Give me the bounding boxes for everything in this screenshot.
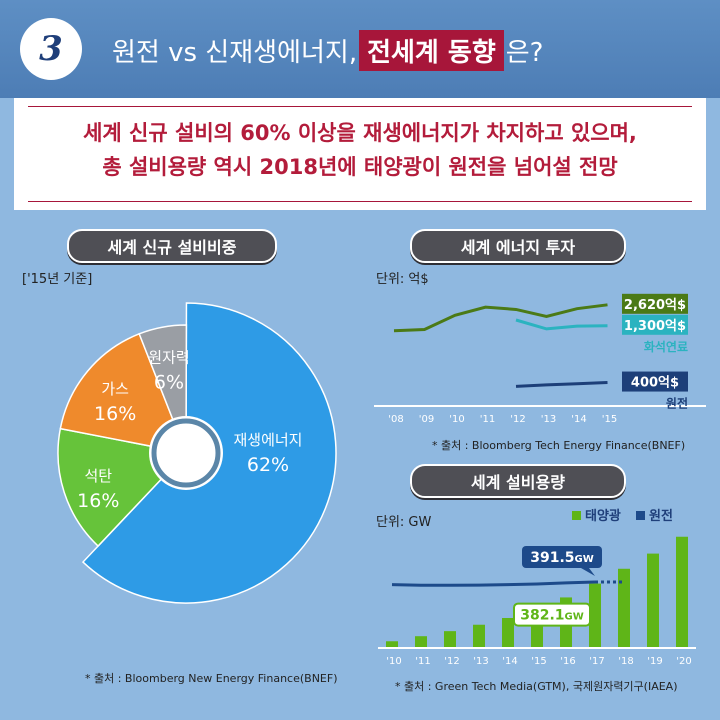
pie-value-nuclear: 6% bbox=[154, 371, 184, 393]
subtitle-line-2: 총 설비용량 역시 2018년에 태양광이 원전을 넘어설 전망 bbox=[102, 155, 618, 179]
pie-label-gas: 가스 bbox=[101, 380, 129, 398]
investment-x-tick: '13 bbox=[541, 414, 556, 425]
annotation-solar-label: 382.1GW bbox=[520, 608, 584, 624]
investment-end-value-nuclear: 400억$ bbox=[631, 376, 679, 391]
legend-nuclear-label: 원전 bbox=[649, 508, 673, 524]
investment-line-fossil bbox=[515, 318, 608, 331]
capacity-bar-solar bbox=[647, 553, 659, 648]
pie-chart: 재생에너지 62% 석탄 16% 가스 16% 원자력 6% bbox=[57, 302, 337, 604]
capacity-x-tick: '10 bbox=[386, 656, 401, 667]
investment-x-tick: '14 bbox=[571, 414, 586, 425]
investment-series-name-nuclear: 원전 bbox=[666, 396, 688, 411]
subtitle-box: 세계 신규 설비의 60% 이상을 재생에너지가 차지하고 있으며, 총 설비용… bbox=[14, 98, 706, 210]
pie-source: * 출처 : Bloomberg New Energy Finance(BNEF… bbox=[85, 672, 338, 685]
capacity-chart: 태양광 원전 '10'11'12'13'14'15'16'17'18'19'20 … bbox=[378, 508, 696, 667]
investment-source: * 출처 : Bloomberg Tech Energy Finance(BNE… bbox=[432, 439, 686, 452]
investment-x-tick: '15 bbox=[602, 414, 617, 425]
annotation-nuclear-pointer bbox=[581, 568, 595, 577]
capacity-x-tick: '17 bbox=[589, 656, 604, 667]
investment-x-tick: '11 bbox=[480, 414, 495, 425]
pie-value-coal: 16% bbox=[77, 490, 119, 512]
capacity-unit: 단위: GW bbox=[376, 515, 432, 530]
capacity-x-tick: '14 bbox=[502, 656, 517, 667]
pie-note: ['15년 기준] bbox=[22, 272, 93, 287]
investment-x-tick: '09 bbox=[419, 414, 434, 425]
capacity-bar-solar bbox=[444, 631, 456, 648]
investment-x-tick: '10 bbox=[449, 414, 464, 425]
capacity-bar-solar bbox=[415, 636, 427, 648]
pie-label-nuclear: 원자력 bbox=[148, 348, 189, 366]
header-bar: 3 원전 vs 신재생에너지, 전세계 동향 은? bbox=[0, 0, 720, 98]
capacity-source: * 출처 : Green Tech Media(GTM), 국제원자력기구(IA… bbox=[395, 680, 678, 693]
capacity-bar-solar bbox=[386, 641, 398, 648]
investment-end-value-fossil: 1,300억$ bbox=[624, 319, 686, 334]
investment-end-badge-renewable bbox=[622, 293, 688, 314]
title-highlight: 전세계 동향 bbox=[359, 30, 504, 71]
capacity-x-tick: '15 bbox=[531, 656, 546, 667]
page-title: 원전 vs 신재생에너지, 전세계 동향 은? bbox=[112, 30, 543, 71]
investment-series-name-fossil: 화석연료 bbox=[644, 339, 688, 354]
pie-value-gas: 16% bbox=[94, 403, 136, 425]
capacity-bar-solar bbox=[676, 536, 688, 648]
investment-line-nuclear bbox=[515, 381, 608, 388]
investment-unit: 단위: 억$ bbox=[376, 272, 429, 287]
capacity-x-tick: '19 bbox=[647, 656, 662, 667]
subtitle-top-rule bbox=[28, 106, 692, 107]
pie-hole bbox=[149, 416, 223, 490]
capacity-title: 세계 설비용량 bbox=[410, 464, 626, 498]
capacity-bar-solar bbox=[618, 568, 630, 648]
pie-label-coal: 석탄 bbox=[84, 467, 112, 485]
investment-end-badge-fossil bbox=[622, 314, 688, 335]
subtitle: 세계 신규 설비의 60% 이상을 재생에너지가 차지하고 있으며, 총 설비용… bbox=[14, 116, 706, 184]
investment-title: 세계 에너지 투자 bbox=[410, 229, 626, 263]
capacity-x-tick: '20 bbox=[676, 656, 691, 667]
pie-value-renewable: 62% bbox=[247, 454, 289, 476]
capacity-bar-solar bbox=[502, 617, 514, 648]
pie-inner-ring bbox=[151, 418, 221, 488]
legend-solar-swatch bbox=[572, 511, 581, 520]
investment-line-renewable bbox=[393, 303, 608, 333]
investment-x-tick: '08 bbox=[388, 414, 403, 425]
legend-nuclear-swatch bbox=[636, 511, 645, 520]
subtitle-bottom-rule bbox=[28, 201, 692, 202]
capacity-x-tick: '12 bbox=[444, 656, 459, 667]
capacity-x-tick: '11 bbox=[415, 656, 430, 667]
capacity-x-tick: '13 bbox=[473, 656, 488, 667]
subtitle-line-1: 세계 신규 설비의 60% 이상을 재생에너지가 차지하고 있으며, bbox=[83, 121, 637, 145]
annotation-nuclear-label: 391.5GW bbox=[530, 550, 594, 566]
capacity-x-tick: '16 bbox=[560, 656, 575, 667]
investment-x-tick: '12 bbox=[510, 414, 525, 425]
investment-end-value-renewable: 2,620억$ bbox=[624, 298, 686, 313]
pie-title: 세계 신규 설비비중 bbox=[67, 229, 277, 263]
capacity-bar-solar bbox=[589, 583, 601, 648]
annotation-nuclear-box bbox=[522, 546, 602, 569]
section-number: 3 bbox=[20, 18, 82, 80]
title-before: 원전 vs 신재생에너지, bbox=[112, 38, 358, 68]
pie-slice-gas bbox=[59, 332, 188, 454]
capacity-x-tick: '18 bbox=[618, 656, 633, 667]
legend-solar-label: 태양광 bbox=[585, 509, 621, 524]
capacity-line-nuclear bbox=[391, 580, 596, 587]
investment-end-badge-nuclear bbox=[622, 371, 688, 392]
pie-label-renewable: 재생에너지 bbox=[233, 431, 302, 449]
title-after: 은? bbox=[505, 38, 544, 68]
capacity-bar-solar bbox=[473, 624, 485, 648]
